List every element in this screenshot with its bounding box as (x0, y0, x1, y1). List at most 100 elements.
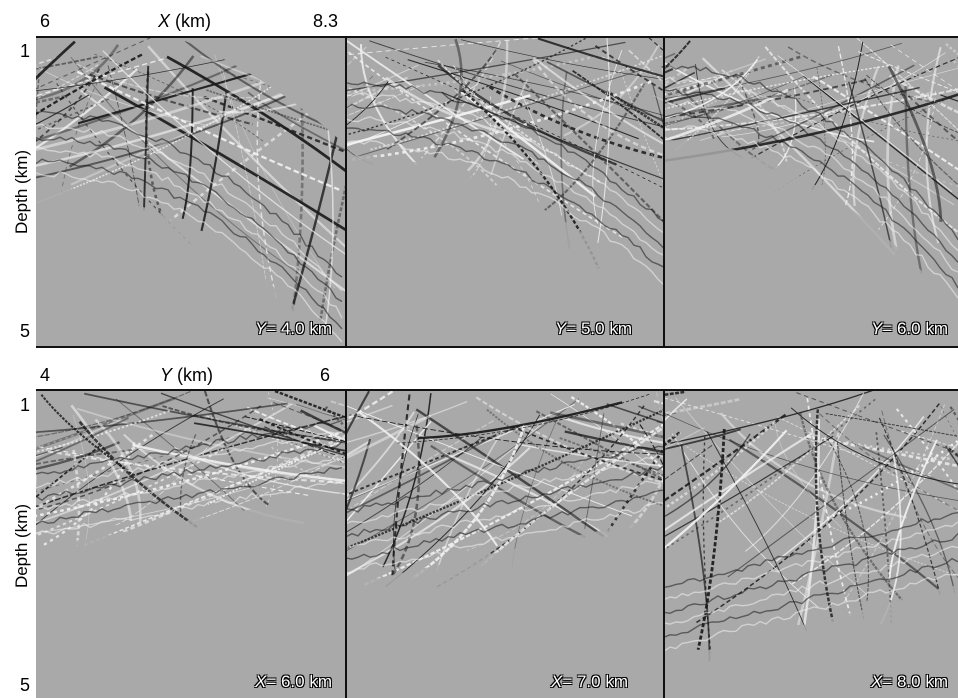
reflector-stroke (546, 61, 664, 123)
reflector-stroke (79, 89, 346, 293)
reflector-stroke (36, 402, 289, 434)
bottom-x-max-label: 6 (320, 365, 331, 385)
reflector-stroke (883, 434, 956, 594)
reflector-stroke (790, 407, 958, 485)
reflector-stroke (36, 97, 110, 131)
reflector-stroke (719, 412, 907, 519)
reflector-stroke (36, 445, 311, 497)
reflector-stroke (407, 59, 639, 140)
arc-reflector (346, 453, 664, 525)
reflector-stroke (664, 87, 726, 104)
reflector-stroke (664, 40, 691, 70)
reflector-stroke (122, 434, 346, 534)
reflector-stroke (814, 409, 835, 623)
reflector-stroke (888, 74, 958, 114)
reflector-stroke (386, 49, 498, 150)
reflector-stroke (346, 408, 664, 550)
reflector-stroke (550, 411, 664, 439)
reflector-stroke (203, 390, 270, 507)
reflector-stroke (346, 390, 371, 436)
reflector-stroke (664, 433, 751, 518)
reflector-stroke (346, 425, 520, 496)
reflector-stroke (890, 44, 958, 91)
reflector-stroke (397, 393, 650, 444)
reflector-stroke (791, 442, 958, 585)
arc-reflector (346, 92, 664, 234)
reflector-stroke (346, 447, 531, 577)
reflector-group (36, 37, 346, 343)
reflector-stroke (185, 453, 346, 525)
reflector-stroke (36, 390, 191, 438)
arc-reflector (664, 99, 958, 273)
reflector-stroke (347, 80, 652, 162)
reflector-stroke (36, 68, 101, 142)
reflector-stroke (393, 413, 419, 570)
reflector-stroke (36, 429, 346, 518)
reflector-stroke (411, 425, 526, 580)
reflector-stroke (664, 67, 688, 86)
reflector-stroke (837, 45, 854, 208)
reflector-stroke (535, 410, 664, 481)
quiet-zone (36, 186, 346, 347)
arc-reflector (664, 511, 958, 588)
reflector-stroke (346, 85, 422, 117)
reflector-stroke (664, 428, 741, 450)
reflector-stroke (664, 427, 705, 450)
reflector-stroke (36, 397, 176, 451)
bottom-x-min-label: 4 (40, 365, 51, 385)
reflector-stroke (664, 58, 759, 119)
quiet-zone (664, 140, 958, 347)
reflector-stroke (559, 437, 664, 477)
reflector-stroke (664, 431, 814, 532)
reflector-stroke (664, 397, 933, 478)
seismic-panel-top-1: Y= 4.0 km (36, 37, 346, 347)
arc-reflector (664, 521, 958, 601)
reflector-stroke (346, 400, 468, 444)
reflector-stroke (858, 51, 958, 93)
reflector-stroke (147, 45, 346, 249)
reflector-stroke (385, 76, 533, 143)
reflector-stroke (695, 403, 940, 624)
reflector-stroke (70, 404, 133, 522)
arc-reflector (346, 501, 664, 574)
arc-reflector (346, 127, 664, 268)
reflector-stroke (550, 393, 664, 480)
separator-top-1 (345, 37, 347, 347)
reflector-stroke (750, 57, 958, 160)
arc-reflector (36, 123, 343, 292)
reflector-stroke (664, 61, 875, 143)
reflector-stroke (639, 424, 664, 469)
reflector-stroke (592, 49, 623, 224)
reflector-stroke (358, 411, 499, 547)
reflector-stroke (537, 37, 664, 78)
reflector-stroke (619, 69, 664, 186)
arc-reflector (664, 76, 958, 252)
reflector-stroke (564, 417, 664, 444)
quiet-zone (664, 584, 958, 698)
gray-wedge (796, 37, 958, 146)
reflector-stroke (572, 69, 664, 141)
reflector-stroke (346, 64, 419, 98)
bottom-y-bottom-label: 5 (20, 675, 31, 695)
reflector-stroke (144, 71, 164, 217)
reflector-stroke (490, 79, 529, 176)
reflector-stroke (664, 75, 724, 104)
reflector-stroke (806, 398, 853, 619)
reflector-stroke (702, 436, 712, 654)
reflector-stroke (856, 37, 958, 131)
reflector-stroke (466, 96, 492, 182)
reflector-stroke (76, 70, 340, 191)
reflector-stroke (346, 81, 389, 126)
reflector-stroke (664, 431, 681, 447)
arc-reflector (36, 466, 343, 525)
arc-reflector (36, 419, 343, 475)
reflector-stroke (735, 73, 760, 150)
reflector-stroke (179, 434, 197, 516)
reflector-stroke (486, 408, 664, 507)
reflector-stroke (84, 392, 346, 444)
reflector-stroke (606, 403, 664, 424)
arc-reflector (346, 479, 664, 548)
reflector-stroke (664, 92, 930, 139)
separator-bottom-1 (345, 390, 347, 698)
reflector-stroke (271, 446, 346, 486)
